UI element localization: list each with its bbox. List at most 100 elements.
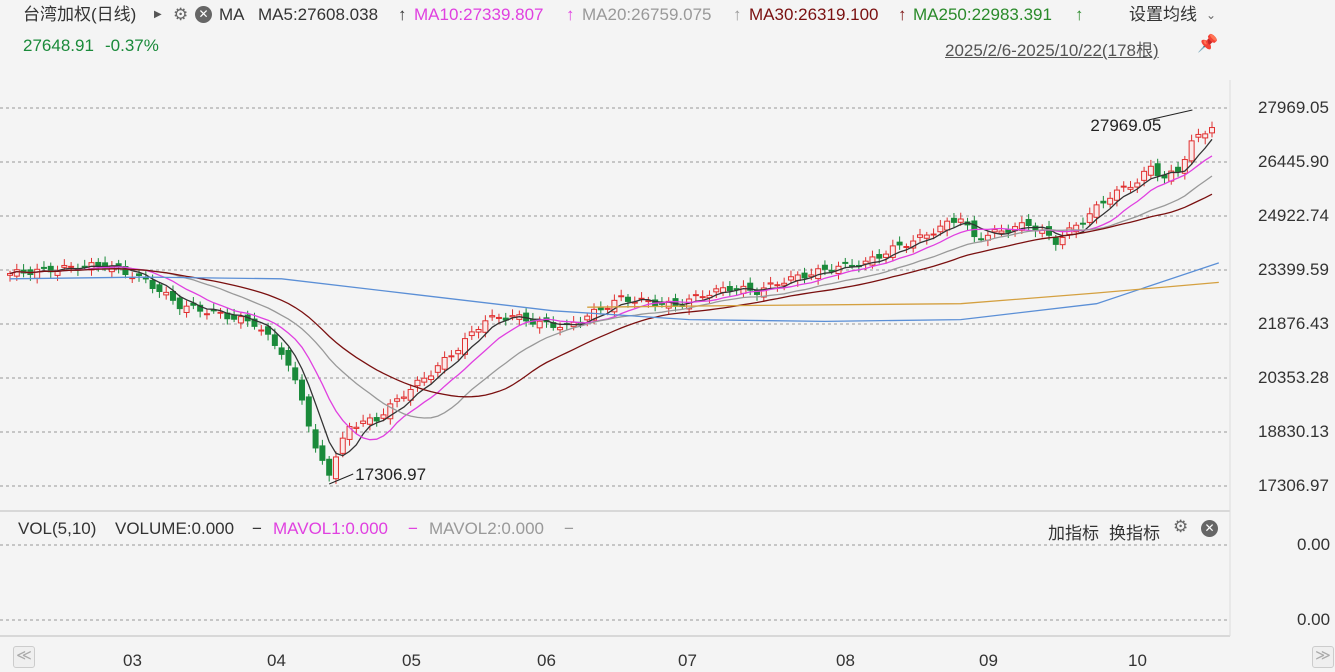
candle-body xyxy=(787,276,794,281)
candle-body xyxy=(373,417,380,422)
candle-body xyxy=(1209,127,1215,134)
candle-body xyxy=(1154,163,1161,177)
candle-body xyxy=(1052,237,1059,245)
candle-body xyxy=(285,349,292,366)
candle-body xyxy=(40,266,47,269)
close-icon[interactable]: ✕ xyxy=(195,6,212,23)
candle-body xyxy=(34,268,41,279)
scroll-left-button[interactable]: ≪ xyxy=(13,646,35,668)
candle-body xyxy=(400,396,407,399)
candle-body xyxy=(122,266,129,276)
candle-body xyxy=(1147,165,1154,176)
candle-body xyxy=(1086,213,1093,223)
candle-body xyxy=(889,245,896,258)
candle-body xyxy=(760,287,767,298)
ma-lines xyxy=(9,138,1220,457)
period-label[interactable]: (日线) xyxy=(91,5,137,24)
candle-body xyxy=(896,241,903,246)
candle-body xyxy=(183,305,190,313)
candle-body xyxy=(699,296,706,299)
volume-dash: − xyxy=(252,519,262,538)
candle-body xyxy=(217,311,224,314)
candle-body xyxy=(326,458,333,476)
candle-body xyxy=(68,265,75,268)
candle-body xyxy=(1025,218,1032,227)
index-name[interactable]: 台湾加权 xyxy=(23,5,91,24)
candle-body xyxy=(1175,166,1182,172)
candle-body xyxy=(604,307,611,310)
pin-icon[interactable]: 📌 xyxy=(1197,34,1219,53)
y-tick-label: 21876.43 xyxy=(1258,314,1329,333)
ma10-arrow: ↑ xyxy=(566,5,575,24)
candle-body xyxy=(319,445,326,461)
switch-indicator-button[interactable]: 换指标 xyxy=(1109,524,1160,543)
candle-body xyxy=(360,420,367,424)
candle-body xyxy=(299,379,306,401)
candle-body xyxy=(1107,197,1114,205)
high-label: 27969.05 xyxy=(1090,116,1161,135)
low-label: 17306.97 xyxy=(355,465,426,484)
candle-body xyxy=(237,316,244,324)
ma-settings-button[interactable]: 设置均线 xyxy=(1129,5,1197,24)
x-tick-label: 05 xyxy=(402,651,421,670)
y-tick-label: 27969.05 xyxy=(1258,98,1329,117)
candle-body xyxy=(584,315,591,321)
ma5-arrow: ↑ xyxy=(398,5,407,24)
candle-body xyxy=(957,218,964,223)
candle-body xyxy=(332,456,339,480)
gear-icon[interactable]: ⚙ xyxy=(1173,517,1189,536)
ma20-value: MA20:26759.075 xyxy=(582,5,712,24)
candle-body xyxy=(828,269,835,272)
candle-body xyxy=(740,285,747,294)
candle-body xyxy=(869,256,876,266)
ma30-value: MA30:26319.100 xyxy=(749,5,879,24)
candle-body xyxy=(774,284,781,287)
add-indicator-button[interactable]: 加指标 xyxy=(1048,524,1099,543)
candle-body xyxy=(991,229,998,233)
x-tick-label: 06 xyxy=(537,651,556,670)
candle-body xyxy=(489,315,496,318)
candle-body xyxy=(203,313,210,316)
chevron-down-icon[interactable]: ⌄ xyxy=(1206,8,1217,22)
scroll-right-button[interactable]: ≫ xyxy=(1312,646,1334,668)
candle-body xyxy=(271,334,278,346)
candle-body xyxy=(380,414,387,419)
candle-body xyxy=(618,295,625,298)
ma5-value: MA5:27608.038 xyxy=(258,5,379,24)
candle-body xyxy=(163,291,170,296)
high-arrow xyxy=(1148,109,1193,121)
annotations: 27969.05 17306.97 xyxy=(328,109,1193,485)
candle-body xyxy=(1202,133,1209,139)
candle-body xyxy=(1113,189,1120,201)
candle-body xyxy=(747,282,754,291)
candle-body xyxy=(998,230,1005,234)
candle-body xyxy=(394,398,401,402)
candle-body xyxy=(441,356,448,370)
candle-body xyxy=(346,426,353,440)
candles xyxy=(7,121,1215,484)
ma20-line xyxy=(9,175,1213,419)
gear-icon[interactable]: ⚙ xyxy=(173,5,189,24)
y-tick-label: 23399.59 xyxy=(1258,259,1329,279)
triangle-right-icon[interactable]: ▶ xyxy=(154,9,162,20)
candle-body xyxy=(611,299,618,313)
close-icon[interactable]: ✕ xyxy=(1201,520,1218,537)
candle-body xyxy=(468,331,475,337)
candle-body xyxy=(658,302,665,305)
vol-label: VOL(5,10) xyxy=(18,519,97,538)
ma10-line xyxy=(9,155,1213,441)
date-range[interactable]: 2025/2/6-2025/10/22(178根) xyxy=(945,41,1159,60)
ma250-line xyxy=(9,262,1220,323)
candle-body xyxy=(978,238,985,241)
vol-axis-top: 0.00 xyxy=(1297,535,1331,554)
chart-header: 台湾加权 (日线) ▶ ⚙ ✕ MA MA5:27608.038 ↑ MA10:… xyxy=(0,0,1335,30)
mavol1-dash: − xyxy=(408,519,418,538)
candle-body xyxy=(1134,182,1141,188)
candle-body xyxy=(713,288,720,293)
candle-body xyxy=(156,284,163,292)
candle-body xyxy=(482,320,489,333)
candle-body xyxy=(353,426,360,429)
candle-body xyxy=(258,329,265,332)
candle-body xyxy=(1195,133,1202,138)
